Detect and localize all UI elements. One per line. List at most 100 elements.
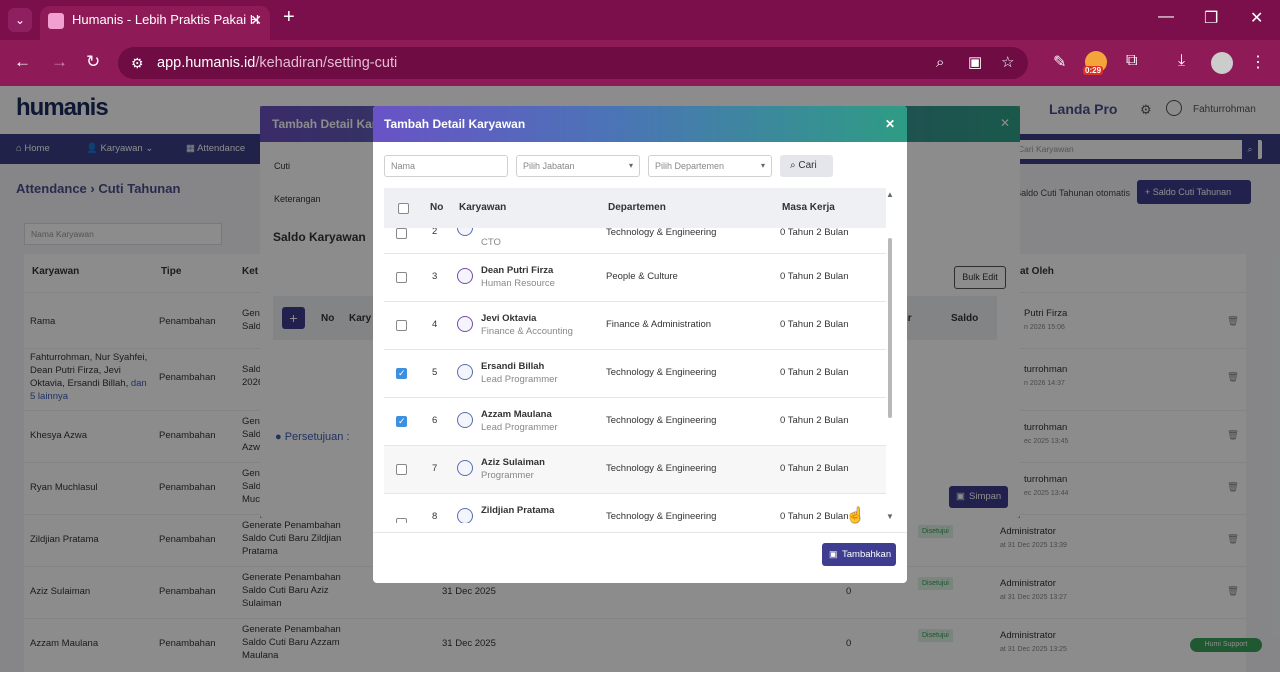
list-scrollbar[interactable]: ▲ ▼ (886, 188, 894, 523)
modal-header: Tambah Detail Karyawan ✕ (373, 106, 907, 142)
recorder-extension-icon[interactable]: 0:29 (1083, 51, 1107, 75)
select-all-checkbox[interactable] (398, 203, 409, 214)
url-host: app.humanis.id (157, 55, 256, 71)
mouse-cursor-icon: ☝ (846, 507, 865, 524)
tab-search-icon[interactable]: ⌄ (8, 8, 32, 32)
close-tab-icon[interactable]: ✕ (250, 12, 262, 28)
saldo-karyawan-title: Saldo Karyawan (273, 230, 366, 244)
saldo-cuti-button[interactable]: + Saldo Cuti Tahunan (1137, 180, 1251, 204)
extensions-icon[interactable]: ⧉ (1126, 52, 1138, 69)
delete-icon[interactable]: 🗑 (1227, 586, 1240, 597)
jabatan-select[interactable]: Pilih Jabatan ▾ (516, 155, 640, 177)
recorder-time: 0:29 (1083, 66, 1104, 75)
chevron-down-icon: ▾ (760, 161, 765, 170)
row-checkbox[interactable] (396, 518, 407, 523)
row-checkbox-checked[interactable] (396, 368, 407, 379)
tambahkan-button[interactable]: ▣ Tambahkan (822, 543, 896, 566)
filter-nama-input[interactable]: Nama Karyawan (24, 223, 222, 245)
row-checkbox[interactable] (396, 272, 407, 283)
keterangan-label: Keterangan (274, 194, 321, 204)
back-icon[interactable]: ← (14, 52, 31, 71)
list-item: 5 Ersandi Billah Lead Programmer Technol… (384, 350, 886, 398)
address-bar-row: ← → ↻ ⚙ app.humanis.id/kehadiran/setting… (0, 40, 1280, 86)
list-header: No Karyawan Departemen Masa Kerja (384, 188, 886, 228)
tambah-detail-modal: Tambah Detail Karyawan ✕ Nama Pilih Jaba… (373, 106, 907, 583)
menu-kebab-icon[interactable]: ⋮ (1250, 54, 1266, 71)
table-row: Azzam Maulana Penambahan Generate Penamb… (24, 618, 1246, 674)
tab-title: Humanis - Lebih Praktis Pakai H (72, 12, 260, 27)
avatar-icon (457, 364, 473, 380)
modal-close-icon[interactable]: ✕ (884, 117, 895, 131)
site-info-icon[interactable]: ⚙ (131, 55, 144, 71)
avatar-icon (457, 412, 473, 428)
back-modal-close-icon[interactable]: ✕ (999, 116, 1010, 130)
bookmark-star-icon[interactable]: ☆ (1001, 54, 1015, 71)
col-ket: Ket (242, 266, 259, 277)
user-avatar-icon[interactable] (1166, 100, 1182, 116)
menu-home[interactable]: ⌂ Home (16, 143, 50, 154)
list-item: 4 Jevi Oktavia Finance & Accounting Fina… (384, 302, 886, 350)
breadcrumb: Attendance › Cuti Tahunan (16, 181, 181, 196)
forward-icon[interactable]: → (51, 52, 68, 71)
search-karyawan-input[interactable]: Cari Karyawan ⌕ (1010, 140, 1262, 159)
list-item: 8 Zildjian Pratama Technology & Engineer… (384, 494, 886, 523)
support-button[interactable]: Humi Support (1190, 638, 1262, 652)
scrollbar-thumb[interactable] (888, 238, 892, 418)
delete-icon[interactable]: 🗑 (1227, 430, 1240, 441)
zoom-icon[interactable]: ⌕ (936, 54, 945, 71)
add-row-button[interactable]: + (282, 307, 305, 329)
scroll-up-icon: ▲ (886, 190, 894, 199)
reload-icon[interactable]: ↻ (86, 52, 101, 71)
col-oleh: at Oleh (1020, 266, 1054, 277)
profile-avatar[interactable] (1211, 52, 1233, 74)
save-icon: ▣ (829, 549, 838, 559)
row-checkbox[interactable] (396, 464, 407, 475)
row-checkbox[interactable] (396, 320, 407, 331)
delete-icon[interactable]: 🗑 (1227, 316, 1240, 327)
avatar-female-icon (457, 268, 473, 284)
new-tab-icon[interactable]: + (283, 6, 295, 28)
install-app-icon[interactable]: ▣ (968, 54, 983, 71)
scroll-down-icon: ▼ (886, 512, 894, 521)
simpan-button[interactable]: ▣ Simpan (949, 486, 1008, 508)
cuti-label: Cuti (274, 161, 291, 171)
col-karyawan: Karyawan (32, 266, 80, 277)
url-path: /kehadiran/setting-cuti (255, 55, 398, 71)
minimize-icon[interactable]: — (1158, 8, 1174, 25)
list-item: 3 Dean Putri Firza Human Resource People… (384, 254, 886, 302)
delete-icon[interactable]: 🗑 (1227, 372, 1240, 383)
favicon-icon (48, 13, 64, 29)
url-bar[interactable]: ⚙ app.humanis.id/kehadiran/setting-cuti … (118, 47, 1028, 79)
row-checkbox[interactable] (396, 228, 407, 239)
settings-gear-icon[interactable]: ⚙ (1140, 102, 1152, 117)
avatar-icon (457, 508, 473, 523)
restore-icon[interactable]: ❐ (1204, 10, 1219, 27)
search-icon: ⌕ (1242, 140, 1258, 159)
bulk-edit-button[interactable]: Bulk Edit (954, 266, 1006, 289)
delete-icon[interactable]: 🗑 (1227, 534, 1240, 545)
delete-icon[interactable]: 🗑 (1227, 482, 1240, 493)
humanis-logo[interactable]: humanis (16, 94, 109, 121)
departemen-select[interactable]: Pilih Departemen ▾ (648, 155, 772, 177)
user-name[interactable]: Fahturrohman (1193, 104, 1256, 115)
save-icon: ▣ (956, 491, 965, 502)
persetujuan-toggle[interactable]: ● Persetujuan : (275, 431, 350, 443)
browser-tab-strip: ⌄ Humanis - Lebih Praktis Pakai H ✕ + — … (0, 0, 1280, 40)
feather-extension-icon[interactable]: ✎ (1053, 54, 1067, 71)
browser-tab[interactable]: Humanis - Lebih Praktis Pakai H ✕ (40, 6, 270, 40)
company-name: Landa Pro (1049, 101, 1118, 117)
row-checkbox-checked[interactable] (396, 416, 407, 427)
search-icon: ⌕ (790, 160, 796, 171)
saldo-otomatis-button[interactable]: Saldo Cuti Tahunan otomatis (1015, 188, 1130, 198)
cari-button[interactable]: ⌕ Cari (780, 155, 833, 177)
download-icon[interactable]: ⤓ (1178, 52, 1186, 69)
chevron-down-icon: ▾ (628, 161, 633, 170)
close-window-icon[interactable]: ✕ (1250, 10, 1264, 27)
list-item: 6 Azzam Maulana Lead Programmer Technolo… (384, 398, 886, 446)
list-item: 7 Aziz Sulaiman Programmer Technology & … (384, 446, 886, 494)
nama-input[interactable]: Nama (384, 155, 508, 177)
avatar-female-icon (457, 316, 473, 332)
menu-attendance[interactable]: ▦ Attendance (186, 143, 246, 154)
divider (373, 532, 907, 533)
menu-karyawan[interactable]: 👤 Karyawan ⌄ (86, 143, 154, 154)
